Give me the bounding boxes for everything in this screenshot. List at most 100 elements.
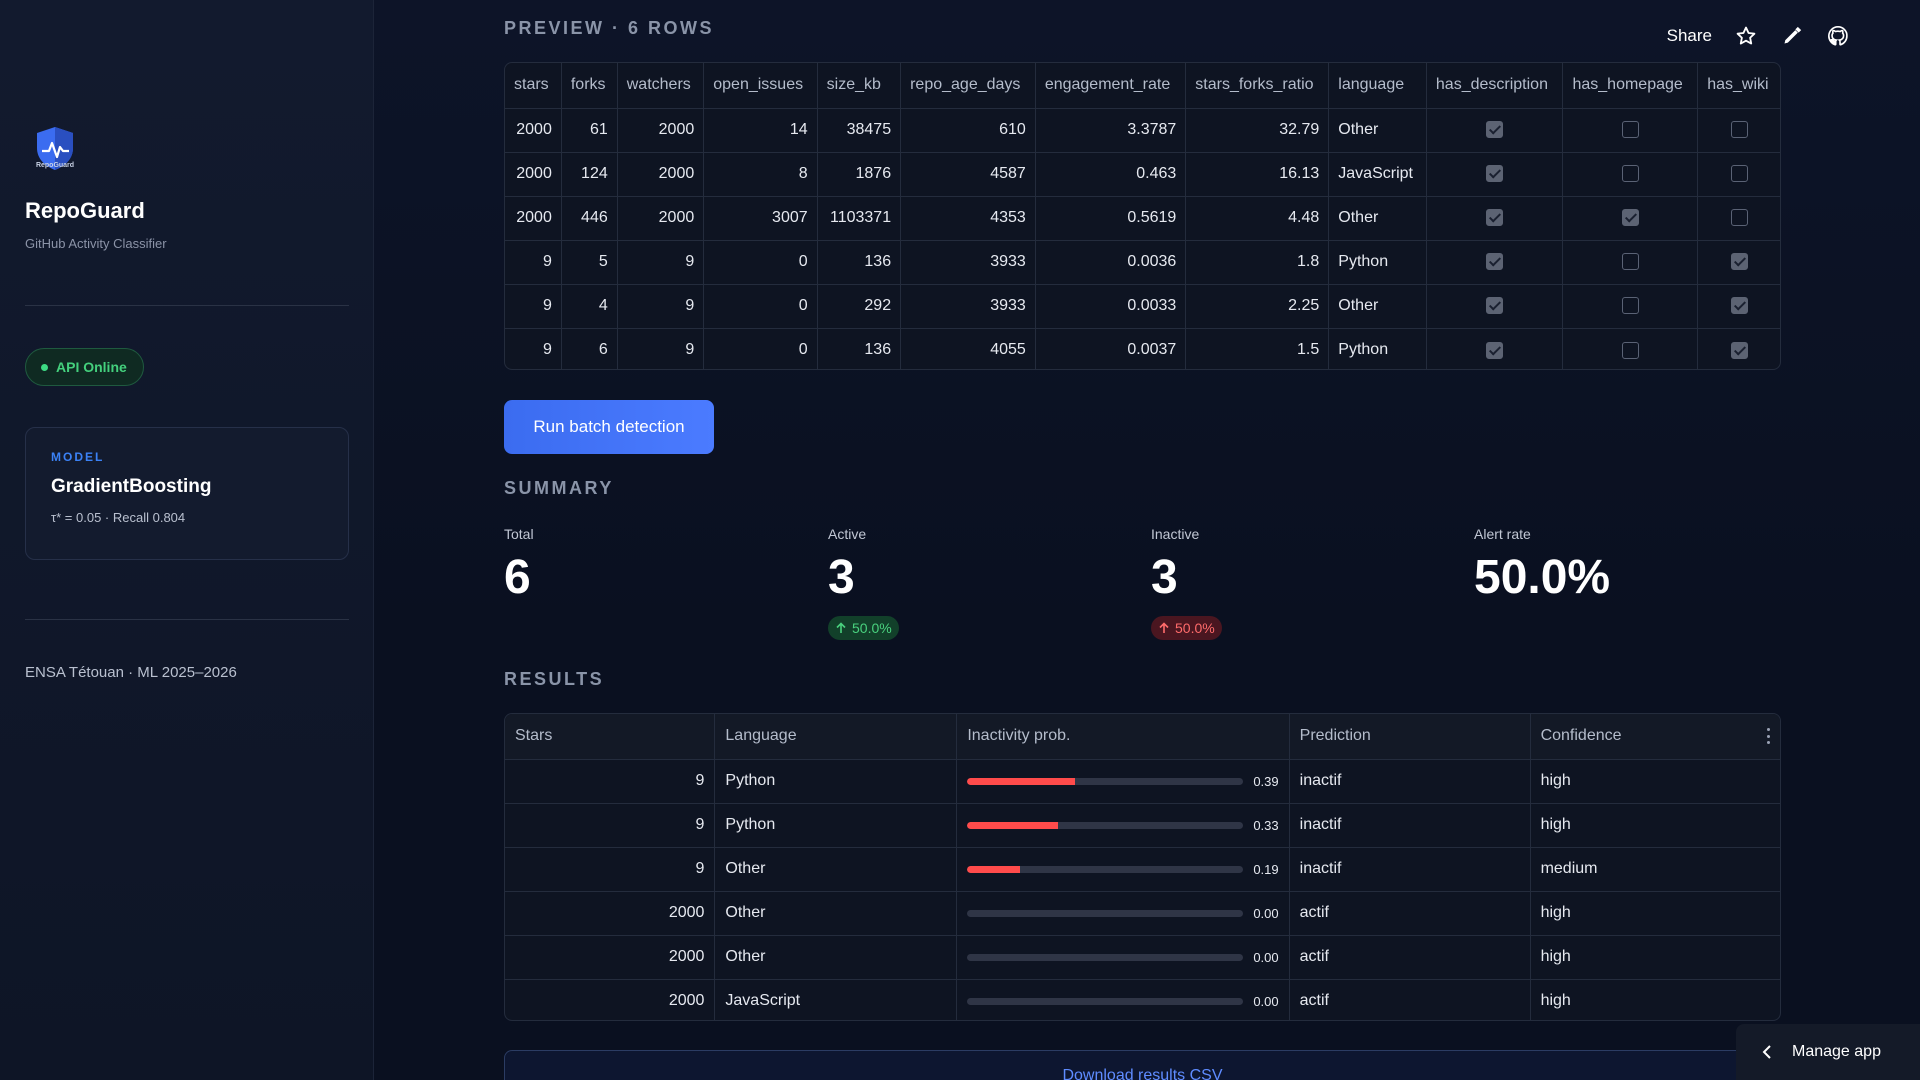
table-row[interactable]: 9 Other 0.19 inactif medium [505,847,1780,892]
confidence-cell[interactable]: high [1530,803,1780,848]
column-header-language[interactable]: language [1328,63,1427,109]
table-cell[interactable]: 16.13 [1185,152,1330,197]
table-cell[interactable]: 2.25 [1185,284,1330,329]
stars-cell[interactable]: 9 [505,803,716,848]
table-cell[interactable]: JavaScript [1328,152,1427,197]
prediction-cell[interactable]: inactif [1289,759,1531,804]
inactivity-prob-cell[interactable]: 0.33 [956,803,1290,848]
checkbox-checked-icon[interactable] [1486,165,1504,183]
table-row[interactable]: 2000 JavaScript 0.00 actif high [505,979,1780,1020]
confidence-cell[interactable]: high [1530,891,1780,936]
checkbox-unchecked-icon[interactable] [1621,121,1639,139]
checkbox-cell[interactable] [1697,240,1780,285]
table-cell[interactable]: 1103371 [817,196,902,241]
table-cell[interactable]: 3.3787 [1035,108,1187,153]
checkbox-cell[interactable] [1426,196,1564,241]
column-header-language[interactable]: Language [714,714,958,760]
table-row[interactable]: 9 Python 0.39 inactif high [505,759,1780,804]
language-cell[interactable]: Other [714,847,958,892]
confidence-cell[interactable]: high [1530,759,1780,804]
checkbox-cell[interactable] [1697,108,1780,153]
table-cell[interactable]: 2000 [505,152,562,197]
table-cell[interactable]: 3007 [703,196,818,241]
table-cell[interactable]: 61 [561,108,618,153]
checkbox-cell[interactable] [1426,328,1564,369]
table-cell[interactable]: 9 [505,328,562,369]
checkbox-unchecked-icon[interactable] [1731,165,1749,183]
table-cell[interactable]: 14 [703,108,818,153]
table-cell[interactable]: Python [1328,240,1427,285]
column-header-confidence[interactable]: Confidence [1530,714,1780,760]
checkbox-cell[interactable] [1562,284,1699,329]
table-row[interactable]: 9 4 9 0 292 3933 0.0033 2.25 Other [505,284,1780,329]
checkbox-checked-icon[interactable] [1621,209,1639,227]
checkbox-cell[interactable] [1562,240,1699,285]
run-batch-detection-button[interactable]: Run batch detection [504,400,714,454]
column-header-has-wiki[interactable]: has_wiki [1697,63,1780,109]
table-row[interactable]: 2000 124 2000 8 1876 4587 0.463 16.13 JavaScript [505,152,1780,197]
table-cell[interactable]: 0 [703,284,818,329]
table-cell[interactable]: Other [1328,284,1427,329]
column-menu-icon[interactable] [1766,728,1770,744]
checkbox-checked-icon[interactable] [1486,297,1504,315]
checkbox-checked-icon[interactable] [1731,253,1749,271]
checkbox-checked-icon[interactable] [1486,121,1504,139]
table-cell[interactable]: 136 [817,328,902,369]
table-cell[interactable]: 2000 [617,108,705,153]
column-header-engagement-rate[interactable]: engagement_rate [1035,63,1187,109]
table-row[interactable]: 2000 Other 0.00 actif high [505,935,1780,980]
table-row[interactable]: 9 5 9 0 136 3933 0.0036 1.8 Python [505,240,1780,285]
table-cell[interactable]: 9 [617,328,705,369]
table-cell[interactable]: 9 [505,240,562,285]
column-header-stars[interactable]: Stars [505,714,716,760]
stars-cell[interactable]: 9 [505,759,716,804]
table-cell[interactable]: 292 [817,284,902,329]
table-row[interactable]: 9 Python 0.33 inactif high [505,803,1780,848]
checkbox-cell[interactable] [1562,108,1699,153]
column-header-open-issues[interactable]: open_issues [703,63,818,109]
stars-cell[interactable]: 2000 [505,891,716,936]
language-cell[interactable]: JavaScript [714,979,958,1020]
language-cell[interactable]: Python [714,803,958,848]
inactivity-prob-cell[interactable]: 0.19 [956,847,1290,892]
table-cell[interactable]: Python [1328,328,1427,369]
edit-pencil-icon[interactable] [1780,24,1804,48]
confidence-cell[interactable]: medium [1530,847,1780,892]
table-cell[interactable]: 38475 [817,108,902,153]
download-results-csv-button[interactable]: Download results CSV [504,1050,1781,1080]
table-cell[interactable]: 136 [817,240,902,285]
checkbox-cell[interactable] [1562,196,1699,241]
checkbox-unchecked-icon[interactable] [1731,121,1749,139]
table-cell[interactable]: 446 [561,196,618,241]
table-cell[interactable]: 9 [505,284,562,329]
column-header-stars-forks-ratio[interactable]: stars_forks_ratio [1185,63,1330,109]
column-header-forks[interactable]: forks [561,63,618,109]
checkbox-unchecked-icon[interactable] [1621,253,1639,271]
column-header-prediction[interactable]: Prediction [1289,714,1531,760]
table-cell[interactable]: 0.0037 [1035,328,1187,369]
table-cell[interactable]: 4 [561,284,618,329]
column-header-has-description[interactable]: has_description [1426,63,1564,109]
language-cell[interactable]: Other [714,935,958,980]
table-cell[interactable]: 5 [561,240,618,285]
column-header-inactivity-prob[interactable]: Inactivity prob. [956,714,1290,760]
table-cell[interactable]: 4353 [900,196,1036,241]
checkbox-cell[interactable] [1697,152,1780,197]
prediction-cell[interactable]: inactif [1289,803,1531,848]
table-cell[interactable]: 0 [703,240,818,285]
inactivity-prob-cell[interactable]: 0.00 [956,979,1290,1020]
prediction-cell[interactable]: inactif [1289,847,1531,892]
table-cell[interactable]: 1.8 [1185,240,1330,285]
column-header-repo-age-days[interactable]: repo_age_days [900,63,1036,109]
manage-app-button[interactable]: Manage app [1736,1024,1920,1080]
checkbox-checked-icon[interactable] [1731,297,1749,315]
table-cell[interactable]: 4587 [900,152,1036,197]
table-cell[interactable]: 4055 [900,328,1036,369]
stars-cell[interactable]: 2000 [505,935,716,980]
checkbox-cell[interactable] [1426,108,1564,153]
inactivity-prob-cell[interactable]: 0.00 [956,891,1290,936]
table-cell[interactable]: Other [1328,196,1427,241]
checkbox-unchecked-icon[interactable] [1731,209,1749,227]
inactivity-prob-cell[interactable]: 0.39 [956,759,1290,804]
table-cell[interactable]: 9 [617,284,705,329]
